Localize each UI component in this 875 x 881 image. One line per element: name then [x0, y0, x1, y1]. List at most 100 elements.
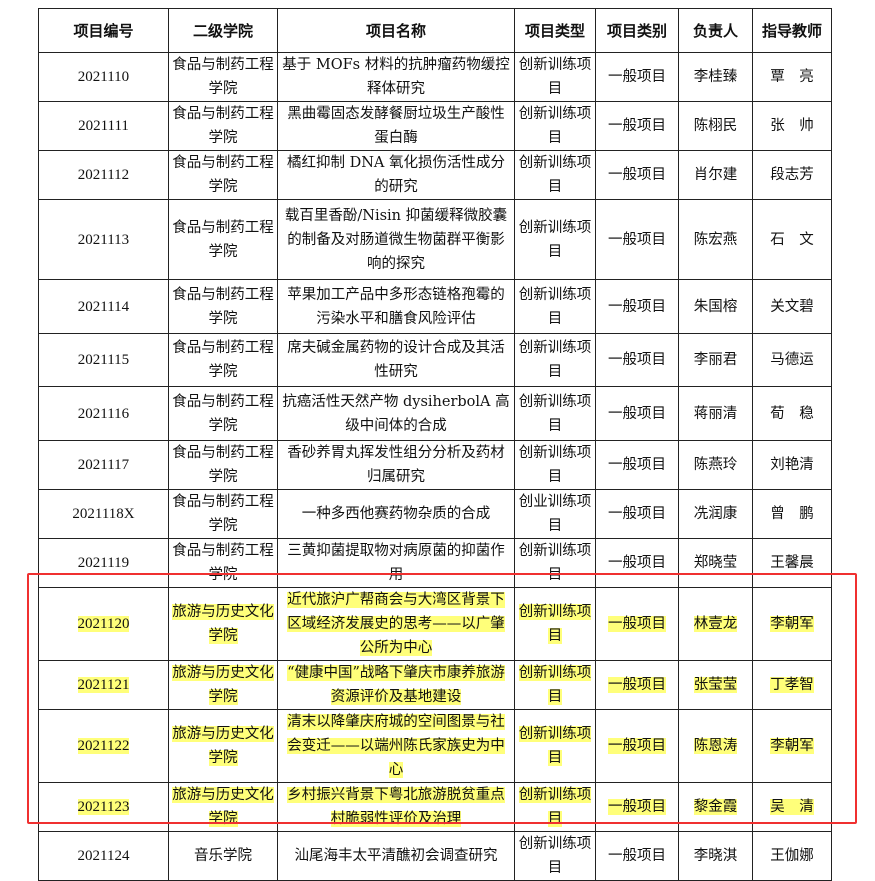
cell-category: 一般项目	[595, 199, 679, 280]
table-row: 2021124 音乐学院 汕尾海丰太平清醮初会调查研究 创新训练项目 一般项目 李晓淇 王伽…	[38, 831, 832, 881]
college-text: 食品与制药工程学院	[172, 494, 274, 534]
category-text: 一般项目	[608, 298, 666, 315]
cell-type: 创新训练项目	[514, 150, 596, 200]
cell-code: 2021118X	[38, 489, 169, 539]
leader-text: 郑晓莹	[693, 555, 738, 571]
category-text: 一般项目	[608, 118, 666, 134]
table-row: 2021121 旅游与历史文化学院 “健康中国”战略下肇庆市康养旅游资源评价及基地建…	[38, 660, 832, 710]
cell-advisor: 曾 鹏	[752, 489, 832, 539]
cell-type: 创新训练项目	[514, 101, 596, 151]
cell-type: 创新训练项目	[514, 782, 596, 832]
table-row: 2021111 食品与制药工程学院 黑曲霉固态发酵餐厨垃圾生产酸性蛋白酶 创新训练项目…	[38, 101, 832, 151]
type-text: 创新训练项目	[518, 393, 592, 434]
cell-code: 2021122	[38, 709, 169, 783]
cell-leader: 陈栩民	[678, 101, 753, 151]
advisor-text: 曾 鹏	[770, 506, 814, 522]
cell-advisor: 段志芳	[752, 150, 832, 200]
college-text: 旅游与历史文化学院	[172, 726, 274, 766]
table-row: 2021116 食品与制药工程学院 抗癌活性天然产物 dysiherbolA 高级中…	[38, 386, 832, 441]
cell-type: 创新训练项目	[514, 709, 596, 783]
cell-college: 食品与制药工程学院	[168, 440, 278, 490]
cell-category: 一般项目	[595, 150, 679, 200]
cell-type: 创新训练项目	[514, 199, 596, 280]
category-text: 一般项目	[608, 457, 666, 473]
code-text: 2021120	[77, 616, 130, 632]
cell-category: 一般项目	[595, 782, 679, 832]
cell-leader: 肖尔建	[678, 150, 753, 200]
table-row: 2021118X 食品与制药工程学院 一种多西他赛药物杂质的合成 创业训练项目 一般项目…	[38, 489, 832, 539]
type-text: 创业训练项目	[518, 494, 592, 534]
table-row: 2021119 食品与制药工程学院 三黄抑菌提取物对病原菌的抑菌作用 创新训练项目 一般…	[38, 538, 832, 588]
cell-type: 创业训练项目	[514, 489, 596, 539]
cell-category: 一般项目	[595, 831, 679, 881]
leader-text: 陈栩民	[693, 118, 738, 134]
name-text: 三黄抑菌提取物对病原菌的抑菌作用	[287, 543, 505, 583]
name-text: 席夫碱金属药物的设计合成及其活性研究	[287, 340, 505, 380]
leader-text: 林壹龙	[693, 616, 738, 632]
cell-advisor: 王伽娜	[752, 831, 832, 881]
cell-code: 2021117	[38, 440, 169, 490]
cell-advisor: 马德运	[752, 333, 832, 387]
advisor-text: 吴 清	[770, 799, 814, 815]
category-text: 一般项目	[608, 677, 666, 693]
cell-name: 抗癌活性天然产物 dysiherbolA 高级中间体的合成	[277, 386, 515, 441]
cell-leader: 陈燕玲	[678, 440, 753, 490]
header-code: 项目编号	[38, 8, 169, 53]
advisor-text: 刘艳清	[770, 457, 814, 473]
cell-name: 清末以降肇庆府城的空间图景与社会变迁——以端州陈氏家族史为中心	[277, 709, 515, 783]
project-table: 项目编号 二级学院 项目名称 项目类型 项目类别 负责人 指导教师 202111…	[38, 8, 832, 881]
cell-college: 食品与制药工程学院	[168, 279, 278, 334]
cell-category: 一般项目	[595, 52, 679, 102]
cell-college: 旅游与历史文化学院	[168, 660, 278, 710]
cell-code: 2021112	[38, 150, 169, 200]
type-text: 创新训练项目	[518, 57, 592, 97]
type-text: 创新训练项目	[518, 665, 592, 705]
cell-name: 席夫碱金属药物的设计合成及其活性研究	[277, 333, 515, 387]
advisor-text: 关文碧	[770, 298, 814, 315]
college-text: 食品与制药工程学院	[172, 57, 274, 97]
leader-text: 李桂臻	[693, 69, 738, 85]
cell-name: 三黄抑菌提取物对病原菌的抑菌作用	[277, 538, 515, 588]
name-text: 近代旅沪广帮商会与大湾区背景下区域经济发展史的思考——以广肇公所为中心	[287, 592, 505, 656]
leader-text: 朱国榕	[693, 298, 738, 315]
advisor-text: 李朝军	[770, 738, 814, 754]
cell-college: 食品与制药工程学院	[168, 150, 278, 200]
cell-advisor: 荀 稳	[752, 386, 832, 441]
cell-type: 创新训练项目	[514, 831, 596, 881]
code-text: 2021113	[77, 231, 130, 248]
name-text: 橘红抑制 DNA 氧化损伤活性成分的研究	[286, 155, 505, 195]
category-text: 一般项目	[608, 506, 666, 522]
cell-name: “健康中国”战略下肇庆市康养旅游资源评价及基地建设	[277, 660, 515, 710]
category-text: 一般项目	[608, 405, 666, 422]
leader-text: 陈燕玲	[693, 457, 738, 473]
cell-code: 2021111	[38, 101, 169, 151]
advisor-text: 石 文	[770, 231, 814, 248]
type-text: 创新训练项目	[518, 219, 592, 260]
cell-advisor: 李朝军	[752, 587, 832, 661]
table-row: 2021120 旅游与历史文化学院 近代旅沪广帮商会与大湾区背景下区域经济发展史的思…	[38, 587, 832, 661]
leader-text: 李晓淇	[693, 848, 738, 864]
cell-code: 2021124	[38, 831, 169, 881]
advisor-text: 张 帅	[770, 118, 814, 134]
leader-text: 陈恩涛	[693, 738, 738, 754]
cell-leader: 朱国榕	[678, 279, 753, 334]
cell-category: 一般项目	[595, 538, 679, 588]
cell-college: 旅游与历史文化学院	[168, 709, 278, 783]
category-text: 一般项目	[608, 231, 666, 248]
cell-leader: 李晓淇	[678, 831, 753, 881]
college-text: 旅游与历史文化学院	[172, 787, 274, 827]
cell-code: 2021114	[38, 279, 169, 334]
cell-type: 创新训练项目	[514, 440, 596, 490]
header-leader: 负责人	[678, 8, 753, 53]
cell-college: 音乐学院	[168, 831, 278, 881]
cell-leader: 陈恩涛	[678, 709, 753, 783]
advisor-text: 覃 亮	[770, 69, 814, 85]
type-text: 创新训练项目	[518, 836, 592, 876]
name-text: 黑曲霉固态发酵餐厨垃圾生产酸性蛋白酶	[287, 106, 505, 146]
advisor-text: 马德运	[770, 352, 814, 368]
cell-name: 近代旅沪广帮商会与大湾区背景下区域经济发展史的思考——以广肇公所为中心	[277, 587, 515, 661]
cell-college: 旅游与历史文化学院	[168, 782, 278, 832]
cell-name: 苹果加工产品中多形态链格孢霉的污染水平和膳食风险评估	[277, 279, 515, 334]
code-text: 2021112	[77, 167, 130, 183]
cell-advisor: 张 帅	[752, 101, 832, 151]
